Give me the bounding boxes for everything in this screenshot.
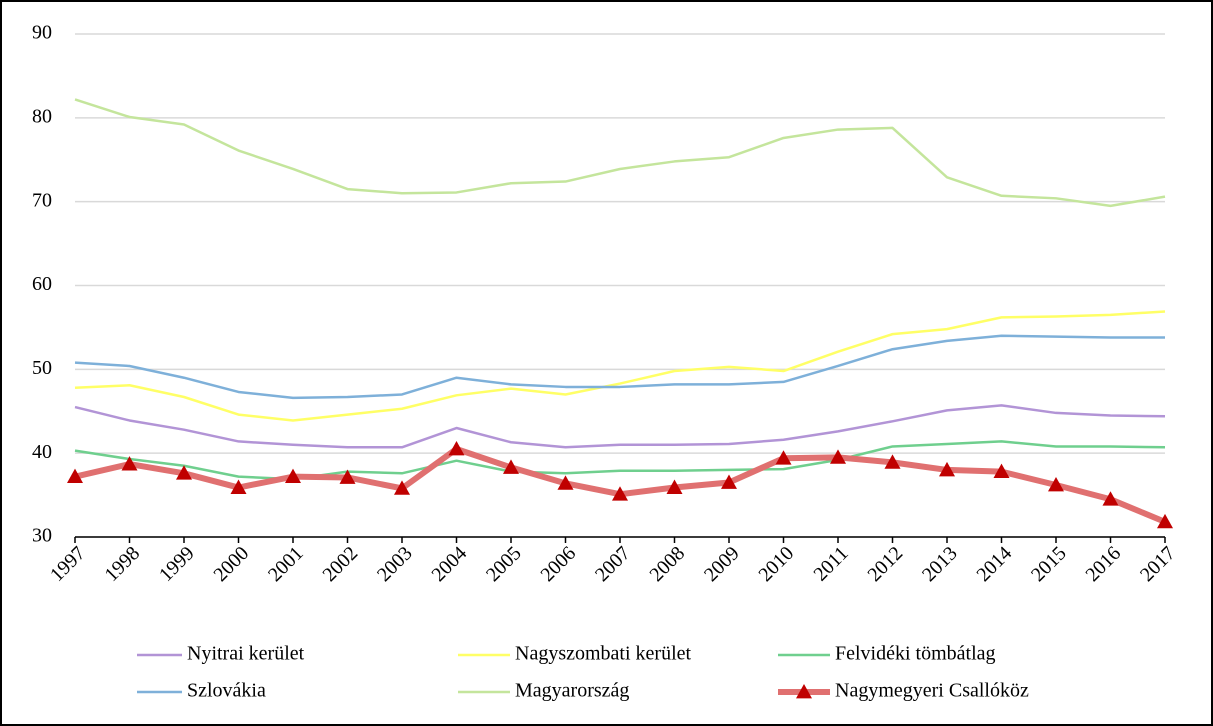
y-tick-label: 50 (32, 357, 52, 379)
marker (557, 475, 574, 490)
legend-label: Magyarország (515, 680, 629, 702)
marker (830, 449, 846, 464)
y-tick-label: 30 (32, 525, 52, 547)
series-line (74, 404, 1166, 449)
marker (230, 479, 247, 494)
marker (884, 454, 901, 469)
legend-label: Felvidéki tömbátlag (835, 643, 996, 665)
y-tick-label: 90 (32, 22, 52, 44)
series-line (74, 310, 1166, 422)
y-tick-label: 70 (32, 189, 52, 211)
marker (1048, 477, 1064, 492)
series-line (74, 334, 1165, 400)
marker (666, 479, 683, 494)
marker (1102, 491, 1119, 506)
legend-marker (796, 684, 812, 699)
marker (939, 461, 955, 477)
legend-label: Nagyszombati kerület (515, 643, 691, 665)
series-line (74, 98, 1166, 208)
y-tick-label: 80 (32, 105, 52, 127)
legend-label: Nyitrai kerület (187, 643, 305, 665)
marker (394, 480, 410, 495)
marker (121, 456, 138, 471)
marker (993, 463, 1010, 479)
marker (775, 450, 792, 465)
marker (448, 440, 465, 456)
marker (285, 468, 301, 484)
marker (721, 474, 737, 489)
series-line (74, 440, 1166, 481)
marker (67, 468, 83, 484)
marker (339, 469, 356, 484)
marker (503, 459, 519, 474)
marker (612, 486, 628, 501)
marker (176, 465, 192, 480)
y-tick-label: 60 (32, 273, 52, 295)
legend-label: Szlovákia (187, 680, 266, 702)
legend-label: Nagymegyeri Csallóköz (835, 680, 1029, 702)
marker (1157, 513, 1173, 529)
y-tick-label: 40 (32, 441, 52, 463)
